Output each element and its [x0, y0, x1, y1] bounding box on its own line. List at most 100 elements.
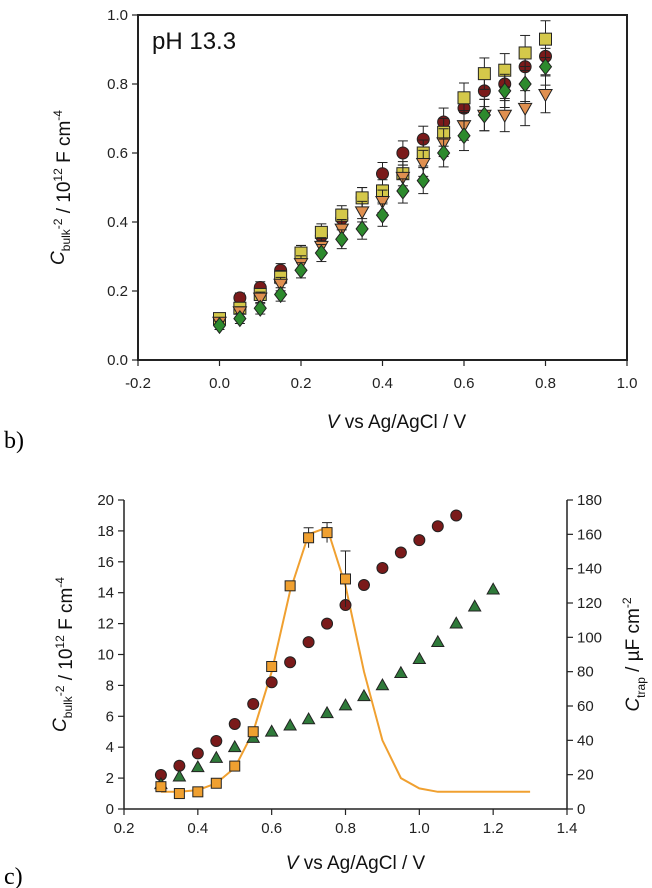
- data-point: [396, 182, 410, 200]
- data-point: [273, 285, 288, 304]
- y2-tick-label: 100: [577, 629, 602, 646]
- y-tick-label: 2: [106, 770, 114, 787]
- x-tick-label: 0.6: [261, 820, 282, 837]
- x-tick-label: 1.4: [557, 820, 578, 837]
- data-point: [227, 739, 242, 753]
- data-point: [264, 724, 279, 737]
- data-point: [314, 225, 328, 239]
- x-tick-label: 0.6: [454, 375, 475, 392]
- x-tick-label: 0.8: [335, 820, 356, 837]
- panel-label: b): [4, 428, 24, 454]
- data-point: [210, 777, 222, 789]
- y2-tick-label: 140: [577, 561, 602, 578]
- data-point: [247, 726, 259, 738]
- data-point: [395, 171, 411, 186]
- data-point: [376, 561, 389, 574]
- data-point: [357, 578, 370, 591]
- data-point: [518, 46, 532, 60]
- x-tick-label: 0.0: [209, 375, 230, 392]
- data-point: [340, 573, 351, 585]
- series-triangle: [154, 582, 501, 790]
- data-point: [284, 656, 297, 669]
- data-point: [467, 599, 482, 612]
- data-point: [190, 759, 205, 773]
- data-point: [431, 520, 444, 533]
- chart-panel-b: -0.2 0.0 0.2 0.4 0.6 0.8 1.0 0.0 0.2 0.4 0.6 0.8 1.0…: [4, 7, 637, 454]
- data-point: [284, 580, 296, 592]
- y-tick-label: 12: [97, 616, 114, 633]
- y-tick-label: 0.4: [107, 214, 128, 231]
- data-point: [538, 89, 553, 103]
- data-point: [457, 91, 471, 105]
- x-axis-label: V vs Ag/AgCl / V: [327, 412, 467, 433]
- y-tick-label: 0.2: [107, 283, 128, 300]
- data-point: [355, 220, 369, 238]
- y-tick-label: 4: [106, 739, 114, 756]
- x-tick-label: 0.2: [114, 820, 135, 837]
- y-tick-label: 18: [97, 523, 114, 540]
- panel-label: c): [4, 864, 23, 888]
- data-point: [486, 582, 501, 595]
- data-point: [212, 316, 227, 335]
- data-point: [436, 144, 451, 162]
- y2-tick-label: 0: [577, 801, 585, 818]
- data-point: [321, 527, 333, 539]
- data-point: [538, 58, 553, 76]
- data-point: [266, 661, 278, 673]
- data-point: [449, 616, 464, 629]
- data-point: [253, 299, 267, 317]
- x-tick-label: 0.2: [291, 375, 312, 392]
- x-axis-label: V vs Ag/AgCl / V: [286, 853, 426, 874]
- data-point: [498, 82, 512, 100]
- y2-tick-label: 160: [577, 526, 602, 543]
- y-tick-label: 16: [97, 554, 114, 571]
- y2-tick-label: 80: [577, 664, 594, 681]
- y-tick-label: 20: [97, 492, 114, 509]
- data-point: [273, 278, 289, 293]
- data-point: [229, 760, 241, 772]
- x-tick-label: 0.4: [187, 820, 208, 837]
- y2-tick-label: 40: [577, 732, 594, 749]
- y2-tick-label: 120: [577, 595, 602, 612]
- y-axis-label: Cbulk-2 / 1012 F cm-4: [48, 110, 75, 265]
- data-point: [375, 196, 390, 210]
- series-square: [155, 522, 351, 800]
- data-point: [539, 32, 552, 46]
- data-point: [247, 697, 260, 710]
- data-point: [416, 171, 430, 190]
- data-point: [252, 292, 268, 306]
- data-point: [518, 75, 532, 93]
- data-point: [210, 735, 223, 748]
- data-point: [209, 750, 224, 763]
- data-point: [393, 665, 408, 678]
- data-point: [192, 786, 204, 798]
- y-tick-label: 10: [97, 647, 114, 664]
- y2-tick-label: 180: [577, 492, 602, 509]
- data-point: [415, 158, 431, 172]
- data-point: [302, 636, 315, 649]
- x-tick-label: 0.4: [372, 375, 393, 392]
- data-point: [294, 261, 308, 279]
- y-tick-label: 8: [106, 677, 114, 694]
- data-point: [191, 747, 204, 760]
- data-point: [354, 206, 370, 220]
- data-point: [283, 718, 298, 731]
- data-point: [265, 676, 278, 689]
- chart-panel-c: 0.2 0.4 0.6 0.8 1.0 1.2 1.4 0 2 4 6 8 10 12 14 16 18 20 0 2…: [0, 462, 652, 888]
- data-point: [375, 678, 390, 691]
- data-point: [338, 698, 353, 711]
- data-point: [396, 146, 410, 160]
- data-point: [412, 651, 427, 665]
- data-point: [233, 309, 247, 328]
- y2-axis-label: Ctrap / µF cm-2: [620, 597, 648, 711]
- data-point: [155, 781, 167, 793]
- data-point: [376, 167, 389, 181]
- data-point: [477, 106, 492, 124]
- y-tick-label: 1.0: [107, 7, 128, 24]
- data-point: [303, 532, 315, 544]
- y-axis-label: Cbulk-2 / 1012 F cm-4: [50, 577, 77, 732]
- x-tick-label: -0.2: [125, 375, 151, 392]
- y-tick-label: 0.8: [107, 76, 128, 93]
- data-point: [321, 617, 334, 630]
- series-diamond: [212, 47, 553, 335]
